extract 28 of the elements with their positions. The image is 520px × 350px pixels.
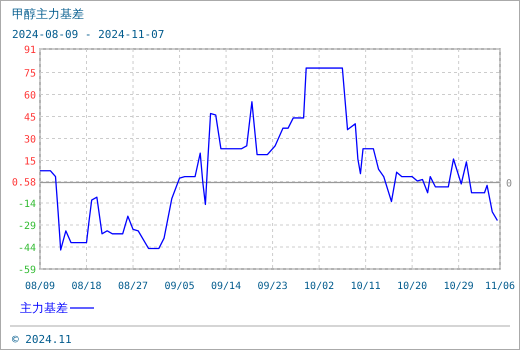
y-tick-label: -44 xyxy=(18,243,36,254)
x-tick-label: 09/05 xyxy=(164,281,195,292)
chart-subtitle: 2024-08-09 - 2024-11-07 xyxy=(12,28,164,41)
y-tick-label: -59 xyxy=(18,265,36,276)
x-tick-label: 09/23 xyxy=(258,281,288,292)
x-tick-label: 11/06 xyxy=(484,281,516,292)
y-tick-label: 0.58 xyxy=(12,178,36,189)
x-tick-label: 10/11 xyxy=(350,281,381,292)
ref-line-label: 0 xyxy=(506,178,512,190)
x-tick-label: 10/29 xyxy=(444,281,474,292)
y-tick-label: 91 xyxy=(24,45,36,56)
x-tick-label: 08/09 xyxy=(24,281,56,292)
y-tick-label: -14 xyxy=(18,199,36,210)
legend-label: 主力基差 xyxy=(20,301,68,315)
chart-title: 甲醇主力基差 xyxy=(12,7,84,21)
text: © 2024.11 xyxy=(12,333,72,346)
x-tick-label: 08/27 xyxy=(118,281,148,292)
y-tick-label: 75 xyxy=(24,68,36,80)
x-tick-label: 08/18 xyxy=(71,281,102,292)
y-tick-label: 45 xyxy=(24,112,36,124)
y-tick-label: 60 xyxy=(24,90,36,102)
x-tick-label: 10/20 xyxy=(397,281,428,292)
x-tick-label: 10/02 xyxy=(304,281,334,292)
y-tick-label: 15 xyxy=(24,156,36,168)
x-tick-label: 09/14 xyxy=(211,281,242,292)
line-series xyxy=(39,67,498,251)
y-tick-label: -29 xyxy=(18,221,36,232)
y-tick-label: 30 xyxy=(24,134,36,146)
